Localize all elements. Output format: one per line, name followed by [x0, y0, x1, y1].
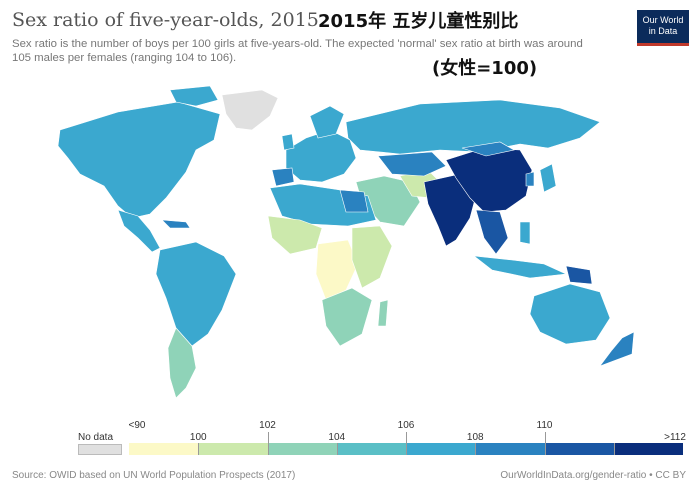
region-philippines[interactable]: [519, 221, 531, 245]
legend-tick-label: <90: [128, 420, 146, 431]
legend-swatch-0[interactable]: [129, 443, 199, 455]
region-scandinavia[interactable]: [309, 105, 345, 139]
region-south-america-south[interactable]: [167, 327, 197, 399]
legend-tick-mark: [475, 443, 477, 455]
region-iberia[interactable]: [271, 167, 295, 187]
legend-swatch-5[interactable]: [475, 443, 545, 455]
legend-swatch-2[interactable]: [267, 443, 337, 455]
subtitle-line-1: Sex ratio is the number of boys per 100 …: [12, 38, 583, 50]
region-canada-islands[interactable]: [169, 85, 219, 107]
credit-link[interactable]: OurWorldInData.org/gender-ratio • CC BY: [500, 470, 686, 481]
region-north-america[interactable]: [57, 101, 221, 219]
legend-tick-label: 102: [259, 420, 276, 431]
region-greenland[interactable]: [221, 89, 279, 131]
legend-tick-mark: [544, 432, 546, 455]
source-note: Source: OWID based on UN World Populatio…: [12, 470, 296, 481]
legend-nodata-swatch: [78, 444, 122, 455]
subtitle-line-2: 105 males per females (ranging 104 to 10…: [12, 52, 237, 64]
legend-tick-label: 106: [397, 420, 415, 431]
region-australia[interactable]: [529, 283, 611, 345]
region-south-america-north[interactable]: [155, 241, 237, 347]
legend-tick-mark: [336, 443, 338, 455]
chart-title: Sex ratio of five-year-olds, 2015: [12, 9, 319, 31]
region-uk[interactable]: [281, 133, 295, 151]
region-west-africa[interactable]: [267, 215, 323, 255]
legend-tick-label: 100: [189, 432, 207, 443]
region-east-africa[interactable]: [351, 225, 393, 289]
legend-tick-label: 110: [536, 420, 553, 431]
legend-swatch-3[interactable]: [336, 443, 406, 455]
legend-tick-label: 108: [466, 432, 484, 443]
region-japan[interactable]: [539, 163, 557, 193]
region-southern-africa[interactable]: [321, 287, 373, 347]
legend-tick-mark: [267, 432, 269, 455]
legend-tick-mark: [406, 432, 407, 455]
legend-tick-mark: [613, 443, 615, 455]
region-central-asia[interactable]: [377, 151, 447, 177]
region-russia[interactable]: [345, 99, 601, 155]
region-papua[interactable]: [565, 265, 593, 285]
legend-swatch-1[interactable]: [198, 443, 268, 455]
region-europe[interactable]: [285, 129, 357, 183]
region-southeast-asia[interactable]: [475, 209, 509, 255]
legend-tick-mark: [198, 443, 200, 455]
legend-swatch-6[interactable]: [544, 443, 614, 455]
region-central-africa[interactable]: [315, 239, 359, 301]
world-map: [57, 85, 635, 399]
female-baseline-annotation: (女性=100): [432, 58, 538, 79]
region-central-america[interactable]: [117, 209, 161, 253]
region-mongolia[interactable]: [461, 141, 515, 157]
region-indonesia[interactable]: [472, 255, 568, 279]
logo-line-2: in Data: [648, 26, 678, 36]
legend-swatch-4[interactable]: [406, 443, 476, 455]
region-new-zealand[interactable]: [599, 331, 635, 367]
logo-line-1: Our World: [642, 15, 684, 25]
region-korea[interactable]: [525, 171, 535, 187]
region-caribbean[interactable]: [161, 219, 191, 229]
legend-tick-label: 104: [328, 432, 346, 443]
chart-subtitle: Sex ratio is the number of boys per 100 …: [12, 37, 612, 65]
region-madagascar[interactable]: [377, 299, 389, 327]
legend-scale: [129, 443, 683, 455]
legend-swatch-7[interactable]: [613, 443, 683, 455]
legend-nodata-label: No data: [78, 432, 114, 443]
legend-tick-label: >112: [664, 432, 686, 443]
region-egypt[interactable]: [339, 189, 369, 213]
chart-title-chinese: 2015年 五岁儿童性别比: [318, 11, 519, 32]
owid-logo[interactable]: Our World in Data: [637, 10, 689, 46]
